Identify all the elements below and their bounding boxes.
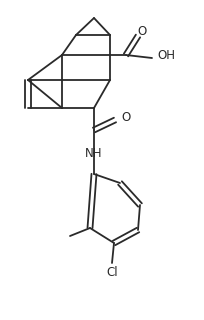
Text: NH: NH bbox=[85, 147, 102, 159]
Text: O: O bbox=[137, 25, 146, 37]
Text: O: O bbox=[120, 110, 130, 124]
Text: Cl: Cl bbox=[106, 266, 117, 278]
Text: OH: OH bbox=[156, 49, 174, 61]
